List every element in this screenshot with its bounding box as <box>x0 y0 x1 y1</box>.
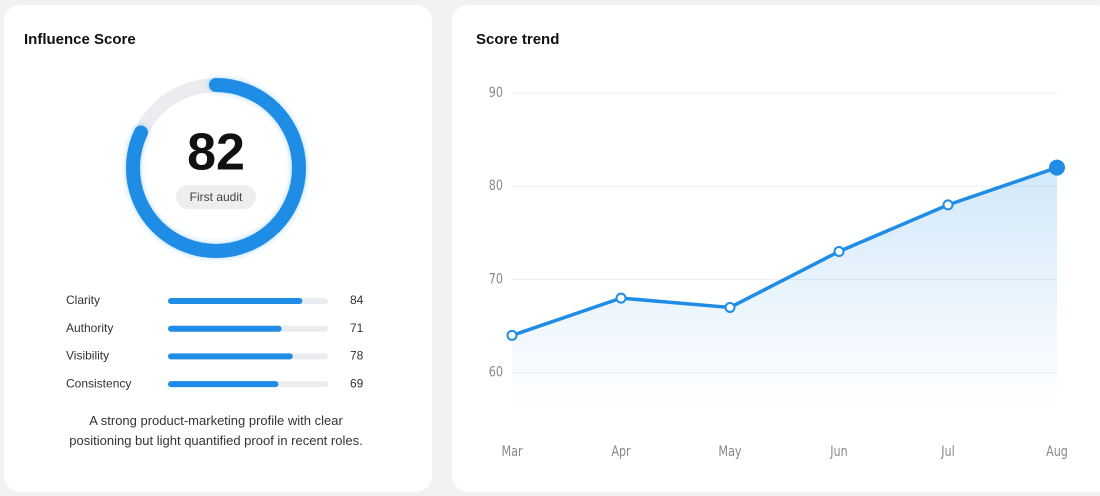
metric-label: Authority <box>66 321 113 335</box>
line <box>511 165 1058 338</box>
card-title: Score trend <box>476 31 559 48</box>
metric-label: Consistency <box>66 376 131 390</box>
metric-label: Visibility <box>66 349 109 363</box>
score-value: 82 <box>187 124 245 182</box>
x-tick-label: Apr <box>611 443 631 460</box>
metric-value: 84 <box>350 293 364 307</box>
area <box>512 167 1057 410</box>
bar <box>168 381 279 388</box>
metric-label: Clarity <box>66 293 100 307</box>
point <box>942 199 954 211</box>
x-tick-label: Jul <box>940 443 954 460</box>
point <box>1049 159 1065 176</box>
badge-label: First audit <box>190 190 243 204</box>
y-tick-label: 90 <box>489 84 503 101</box>
point <box>724 301 736 313</box>
y-tick-label: 80 <box>489 177 503 194</box>
bar <box>168 353 293 360</box>
point <box>833 246 845 257</box>
metric-value: 71 <box>350 321 364 335</box>
x-tick-label: Mar <box>501 443 523 460</box>
x-tick-label: Aug <box>1046 443 1068 460</box>
point <box>506 329 518 341</box>
y-tick-label: 60 <box>489 363 503 380</box>
card-title: Influence Score <box>24 31 136 48</box>
summary: A strong product-marketing profile with … <box>69 413 363 448</box>
x-tick-label: Jun <box>829 443 847 460</box>
x-tick-label: May <box>718 443 742 460</box>
bar <box>168 325 282 332</box>
bar <box>168 298 303 304</box>
point <box>615 292 627 304</box>
metric-value: 69 <box>350 376 364 390</box>
y-tick-label: 70 <box>489 270 503 287</box>
metric-value: 78 <box>350 349 364 363</box>
gauge-arc <box>126 78 306 258</box>
badge <box>176 185 256 209</box>
